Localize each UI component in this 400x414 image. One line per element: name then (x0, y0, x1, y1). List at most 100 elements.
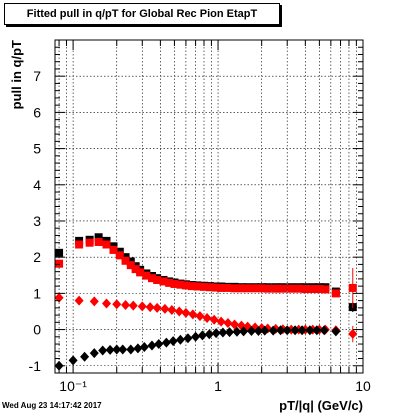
series-2-point (188, 309, 198, 320)
series-2-point (195, 311, 205, 322)
series-1-point (287, 284, 296, 293)
x-axis-title: pT/|q| (GeV/c) (279, 398, 363, 413)
series-2-point (145, 302, 155, 313)
series-1-point (301, 285, 310, 294)
axis-ticks (55, 40, 364, 374)
series-3-point (68, 355, 78, 366)
series-1-point (85, 238, 94, 247)
series-3-point (218, 327, 228, 338)
series-1-point (206, 283, 215, 292)
series-3-point (161, 337, 171, 348)
y-tick-label: 5 (33, 141, 41, 157)
series-3-point (133, 343, 143, 354)
series-3-point (147, 340, 157, 351)
series-1-point (230, 284, 239, 293)
series-2-point (54, 292, 64, 303)
series-3-point (211, 328, 221, 339)
y-tick-label: 7 (33, 68, 41, 84)
series-3-point (112, 344, 122, 355)
series-0-point (94, 233, 103, 242)
series-1-point (115, 251, 124, 260)
series-2-point (102, 298, 112, 309)
series-1-point (237, 284, 246, 293)
series-3-point (118, 344, 128, 355)
series-1-point (331, 289, 340, 298)
series-2-point (202, 312, 212, 323)
series-1-point (94, 237, 103, 246)
series-2-point (160, 303, 170, 314)
series-1-point (176, 280, 185, 289)
series-2-point (167, 305, 177, 316)
series-3-point (268, 325, 278, 336)
series-1-point (131, 265, 140, 274)
series-3-point (319, 325, 329, 336)
series-1-point (217, 283, 226, 292)
x-tick-label: 1 (214, 378, 222, 394)
series-1-point (126, 261, 135, 270)
series-3-point (253, 326, 263, 337)
series-1-point (187, 282, 196, 291)
series-2-point (112, 299, 122, 310)
tick-labels: -1 0 1 2 3 4 5 6 7 10⁻¹ 1 10 (29, 68, 371, 394)
y-tick-label: 6 (33, 104, 41, 120)
series-1-point (263, 284, 272, 293)
series-3-point (260, 325, 270, 336)
series-2-point (128, 300, 138, 311)
grid-lines (55, 40, 364, 373)
series-3-point (312, 325, 322, 336)
series-1-point (153, 275, 162, 284)
series-1-point (75, 240, 84, 249)
series-2-point (152, 302, 162, 313)
series-1-point (193, 282, 202, 291)
chart-title: Fitted pull in q/pT for Global Rec Pion … (4, 3, 280, 25)
series-3-point (246, 326, 256, 337)
series-1-point (321, 285, 330, 294)
series-2-point (74, 295, 84, 306)
series-1-point (251, 284, 260, 293)
series-1-point (165, 278, 174, 287)
series-1-point (181, 281, 190, 290)
series-3-point (232, 326, 242, 337)
series-1-point (170, 279, 179, 288)
series-1-point (136, 268, 145, 277)
series-2-point (181, 307, 191, 318)
series-0-point (55, 248, 64, 257)
series-1-point (222, 283, 231, 292)
series-3-point (239, 326, 249, 337)
series-1-point (243, 284, 252, 293)
series-3-point (282, 325, 292, 336)
series-3-point (197, 330, 207, 341)
series-3-point (225, 327, 235, 338)
series-3-point (154, 339, 164, 350)
x-tick-label: 10 (355, 378, 371, 394)
series-3-point (175, 334, 185, 345)
series-2-point (216, 316, 226, 327)
series-3-point (183, 333, 193, 344)
series-1-point (294, 284, 303, 293)
y-tick-label: 2 (33, 249, 41, 265)
series-1-point (102, 240, 111, 249)
series-3-point (89, 348, 99, 359)
series-2-point (89, 296, 99, 307)
series-1-point (142, 271, 151, 280)
series-3-point (139, 341, 149, 352)
data-marks (54, 233, 358, 371)
series-3-point (305, 325, 315, 336)
series-3-point (204, 329, 214, 340)
series-2-point (137, 301, 147, 312)
series-1-point (278, 284, 287, 293)
y-tick-label: -1 (29, 358, 42, 374)
series-1-point (121, 256, 130, 265)
y-tick-label: 1 (33, 285, 41, 301)
series-1-point (315, 285, 324, 294)
series-1-point (200, 282, 209, 291)
series-3-point (168, 336, 178, 347)
series-3-point (105, 344, 115, 355)
series-2-point (121, 299, 131, 310)
series-3-point (80, 351, 90, 362)
series-3-point (290, 325, 300, 336)
y-tick-label: 4 (33, 177, 41, 193)
y-tick-label: 3 (33, 213, 41, 229)
series-1-point (271, 284, 280, 293)
